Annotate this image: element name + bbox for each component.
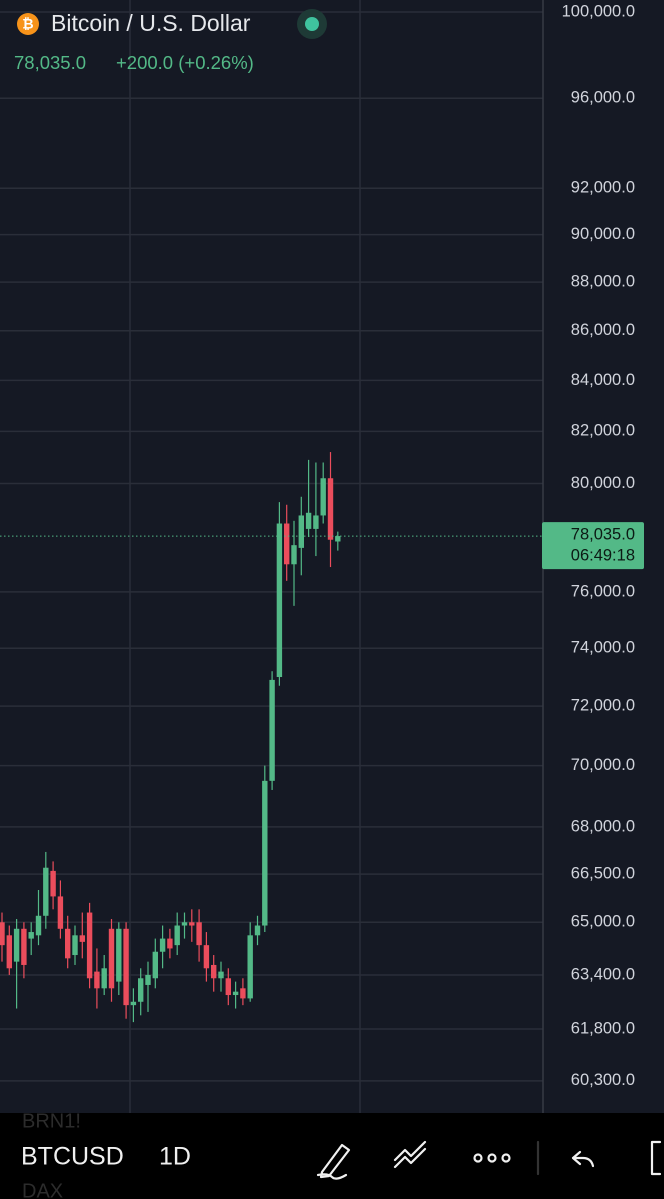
bitcoin-icon [17, 13, 39, 35]
candle-body [284, 523, 290, 565]
y-tick-label: 72,000.0 [571, 697, 635, 715]
last-price-label: 78,035.0 [571, 525, 635, 543]
y-tick-label: 66,500.0 [571, 864, 635, 882]
candle-body [225, 978, 231, 996]
y-tick-label: 84,000.0 [571, 371, 635, 389]
more-button[interactable] [487, 1153, 497, 1163]
candle-body [6, 935, 12, 969]
candle-body [174, 925, 180, 946]
price-axis: 60,300.0 61,800.0 63,400.0 65,000.0 66,500.0… [542, 2, 644, 1089]
candle-body [159, 938, 166, 952]
candle-body [181, 922, 188, 926]
candle-body [320, 478, 326, 516]
y-tick-label: 60,300.0 [571, 1071, 635, 1089]
candle-body [203, 945, 210, 969]
y-tick-label: 61,800.0 [571, 1019, 635, 1037]
candle-body [65, 928, 71, 959]
y-tick-label: 68,000.0 [571, 817, 635, 835]
header-price: 78,035.0 [14, 52, 86, 73]
trend-button[interactable] [393, 1140, 427, 1169]
y-tick-label: 80,000.0 [571, 474, 635, 492]
undo-button[interactable] [571, 1150, 595, 1168]
candle-body [254, 925, 261, 936]
candle-body [21, 928, 27, 965]
market-status-dot [305, 17, 319, 31]
toolbar [0, 1113, 664, 1199]
candle-body [327, 478, 334, 540]
y-tick-label: 86,000.0 [571, 321, 635, 339]
candle-body [189, 922, 195, 926]
candle-body [240, 988, 246, 999]
candle-body [313, 515, 319, 529]
candle-body [35, 915, 42, 936]
candle-body [86, 912, 93, 979]
countdown-label: 06:49:18 [571, 546, 635, 564]
candle-body [72, 935, 78, 956]
candle-body [28, 932, 34, 939]
candle-body [108, 928, 115, 989]
y-tick-label: 74,000.0 [571, 639, 635, 657]
candle-body [0, 922, 5, 946]
y-tick-label: 76,000.0 [571, 582, 635, 600]
candle-body [218, 971, 224, 979]
candle-body [291, 545, 297, 565]
candle-body [196, 922, 202, 946]
candle-body [13, 928, 20, 962]
candle-body [50, 870, 56, 897]
layout-button[interactable] [650, 1140, 662, 1176]
y-tick-label: 96,000.0 [571, 89, 635, 107]
symbol-button[interactable]: BTCUSD [21, 1143, 124, 1171]
y-tick-label: 92,000.0 [571, 179, 635, 197]
candle-body [130, 1001, 137, 1006]
y-tick-label: 63,400.0 [571, 965, 635, 983]
symbol-title: Bitcoin / U.S. Dollar [51, 10, 251, 36]
candle-body [335, 536, 341, 542]
candle-body [43, 867, 49, 916]
candle-body [116, 928, 122, 982]
candle-body [247, 935, 253, 999]
y-tick-label: 82,000.0 [571, 422, 635, 440]
candle-body [262, 780, 268, 926]
candle-body [101, 968, 107, 989]
candle-body [232, 991, 239, 996]
candle-body [269, 679, 275, 781]
candles [0, 452, 543, 1023]
draw-button[interactable] [316, 1143, 351, 1180]
ghost-symbol: DAX [22, 1180, 63, 1199]
candle-body [79, 935, 85, 942]
last-price-box [542, 522, 644, 570]
y-tick-label: 100,000.0 [562, 2, 635, 20]
more-button[interactable] [473, 1153, 483, 1163]
candle-body [138, 978, 144, 1002]
candle-body [298, 515, 304, 548]
candle-body [123, 928, 129, 1006]
ghost-symbol: BRN1! [22, 1110, 81, 1132]
y-tick-label: 90,000.0 [571, 225, 635, 243]
toolbar-icons [316, 1140, 662, 1180]
bitcoin-icon-glyph: ₿ [22, 16, 33, 32]
y-tick-label: 65,000.0 [571, 913, 635, 931]
interval-button[interactable]: 1D [159, 1143, 191, 1171]
candle-body [152, 951, 158, 979]
candle-body [211, 964, 217, 979]
y-tick-label: 88,000.0 [571, 272, 635, 290]
candle-body [167, 938, 173, 949]
candle-body [57, 896, 64, 929]
y-tick-label: 70,000.0 [571, 756, 635, 774]
more-button[interactable] [501, 1153, 511, 1163]
candle-body [305, 512, 312, 529]
candle-body [94, 971, 100, 989]
header-change: +200.0 (+0.26%) [116, 52, 254, 73]
candle-body [145, 974, 151, 985]
candle-body [276, 523, 283, 678]
